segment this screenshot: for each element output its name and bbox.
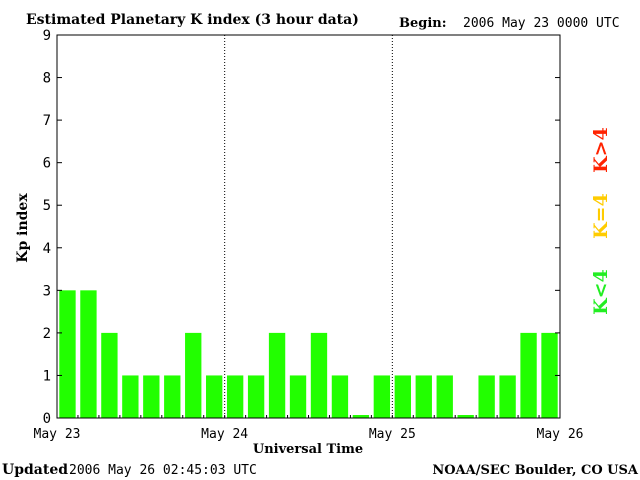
kp-bar (80, 290, 97, 418)
chart-title: Estimated Planetary K index (3 hour data… (26, 12, 359, 28)
legend-k-below-4: K<4 (590, 269, 612, 315)
y-tick-label: 1 (43, 368, 51, 384)
kp-bar (289, 375, 307, 418)
kp-bar (415, 375, 432, 418)
x-day-label: May 24 (201, 427, 248, 442)
legend-k-above-4: K>4 (590, 127, 612, 173)
begin-value: 2006 May 23 0000 UTC (463, 16, 620, 31)
y-axis-title: Kp index (15, 193, 31, 263)
kp-bar (457, 415, 474, 418)
x-day-label: May 26 (537, 427, 584, 442)
y-tick-label: 8 (43, 71, 51, 87)
kp-bar (226, 375, 244, 418)
x-day-label: May 23 (34, 427, 81, 442)
credit-text: NOAA/SEC Boulder, CO USA (432, 463, 639, 478)
kp-bar (122, 375, 139, 418)
kp-bar (373, 375, 391, 418)
x-axis-title: Universal Time (253, 442, 363, 457)
kp-bar (164, 375, 181, 418)
kp-bar (436, 375, 453, 418)
updated-label: Updated (2, 462, 68, 478)
kp-bar (331, 375, 349, 418)
kp-bar (520, 332, 537, 418)
kp-bar (143, 375, 160, 418)
kp-bar (185, 332, 202, 418)
kp-bar (499, 375, 516, 418)
kp-bar (247, 375, 265, 418)
kp-bar (268, 332, 286, 418)
y-tick-label: 6 (43, 156, 51, 172)
x-day-label: May 25 (369, 427, 416, 442)
kp-bar (394, 375, 411, 418)
kp-bar (206, 375, 223, 418)
y-tick-label: 9 (43, 28, 51, 44)
y-tick-label: 4 (43, 241, 51, 257)
y-tick-label: 7 (43, 113, 51, 129)
legend-k-equal-4: K=4 (590, 193, 612, 239)
kp-bar (352, 415, 370, 418)
kp-bar (478, 375, 495, 418)
kp-bar (101, 332, 118, 418)
y-tick-label: 0 (43, 411, 51, 427)
updated-value: 2006 May 26 02:45:03 UTC (69, 463, 257, 478)
kp-bar (310, 332, 328, 418)
plot-frame (56, 34, 561, 419)
kp-bar (541, 332, 558, 418)
y-tick-label: 5 (43, 198, 51, 214)
y-tick-label: 3 (43, 283, 51, 299)
kp-bar (59, 290, 76, 418)
begin-label: Begin: (399, 16, 447, 31)
y-tick-label: 2 (43, 326, 51, 342)
